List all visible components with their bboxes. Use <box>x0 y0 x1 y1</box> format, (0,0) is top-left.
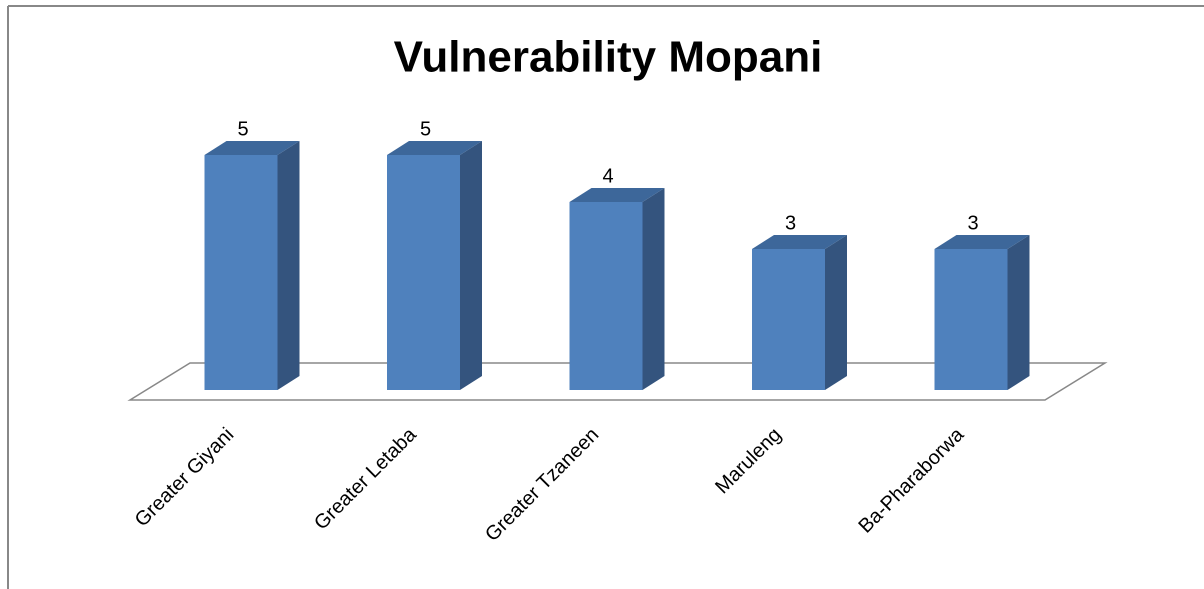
bar <box>387 141 482 390</box>
bar-front <box>934 249 1008 390</box>
x-tick-label: Ba-Pharaborwa <box>854 423 968 537</box>
bar-top <box>752 235 847 249</box>
bar <box>752 235 847 390</box>
bar-top <box>569 188 665 202</box>
x-tick-label: Maruleng <box>711 424 786 499</box>
value-label: 5 <box>420 118 431 140</box>
bar-top <box>204 141 300 155</box>
bar-front <box>752 249 825 390</box>
chart-title: Vulnerability Mopani <box>394 33 823 82</box>
bar-side <box>277 141 300 390</box>
bar-side <box>460 141 482 390</box>
bar-front <box>387 155 460 390</box>
bar-side <box>825 235 847 390</box>
x-tick-label: Greater Tzaneen <box>481 424 603 546</box>
value-label: 4 <box>602 165 613 187</box>
value-label: 5 <box>237 118 248 140</box>
bar-top <box>934 235 1030 249</box>
bar <box>204 141 300 390</box>
bar-front <box>204 155 278 390</box>
bar <box>569 188 665 390</box>
bar-side <box>1007 235 1030 390</box>
value-label: 3 <box>785 212 796 234</box>
bar-side <box>642 188 665 390</box>
value-label: 3 <box>967 212 978 234</box>
bar <box>934 235 1030 390</box>
bar-top <box>387 141 482 155</box>
x-tick-label: Greater Giyani <box>131 424 239 532</box>
x-tick-label: Greater Letaba <box>310 423 421 534</box>
bar-front <box>569 202 643 390</box>
